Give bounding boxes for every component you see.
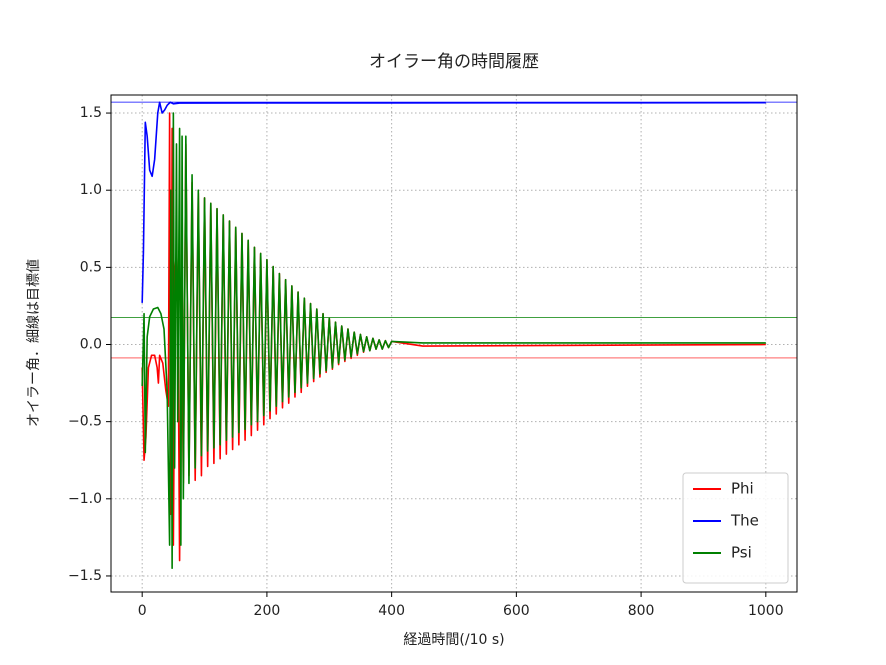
series-line (141, 112, 766, 562)
x-axis-label: 経過時間(/10 s) (403, 632, 504, 648)
x-tick-label: 1000 (748, 603, 784, 619)
series-line (141, 101, 766, 303)
y-tick-label: 1.5 (80, 105, 102, 121)
y-tick-label: −1.0 (68, 491, 102, 507)
series-line (141, 112, 766, 570)
y-tick-label: 1.0 (80, 182, 102, 198)
y-tick-label: 0.5 (80, 259, 102, 275)
x-tick-label: 0 (138, 603, 147, 619)
legend-label: Psi (731, 544, 752, 562)
chart-title: オイラー角の時間履歴 (369, 52, 539, 72)
x-tick-label: 200 (254, 603, 281, 619)
x-tick-label: 600 (503, 603, 530, 619)
x-tick-label: 800 (628, 603, 655, 619)
y-tick-label: −0.5 (68, 414, 102, 430)
legend-box (682, 472, 789, 584)
y-axis-label: オイラー角．細線は目標値 (26, 259, 42, 427)
axes-frame (110, 94, 798, 593)
legend-label: The (730, 512, 759, 530)
legend-label: Phi (731, 480, 754, 498)
x-tick-label: 400 (378, 603, 405, 619)
y-tick-label: −1.5 (68, 568, 102, 584)
y-tick-label: 0.0 (80, 337, 102, 353)
